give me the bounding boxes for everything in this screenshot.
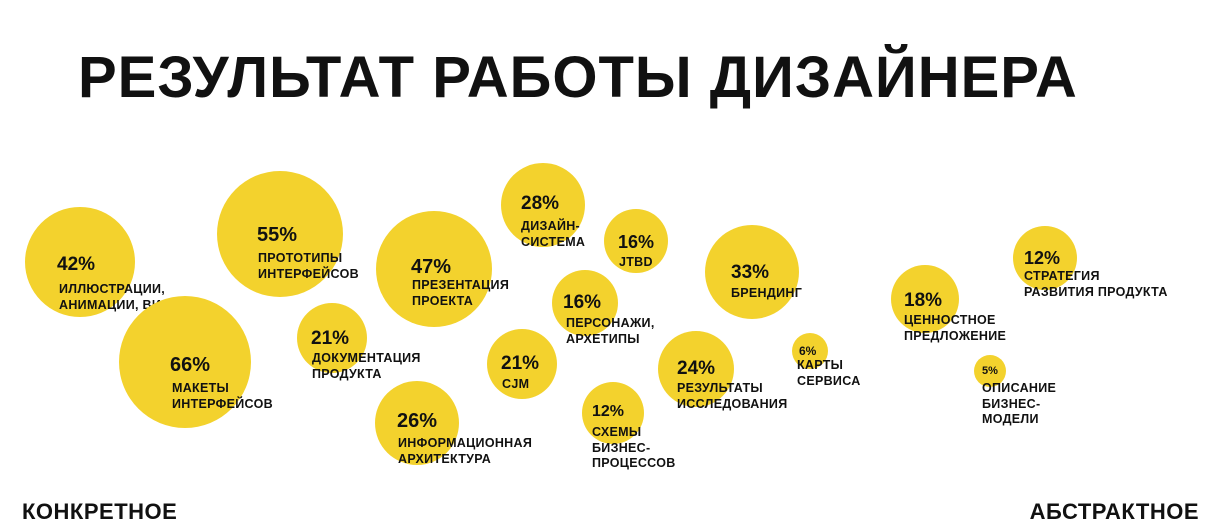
bubble-business-model (974, 355, 1006, 387)
bubble-label-prototypes: ПРОТОТИПЫ ИНТЕРФЕЙСОВ (258, 251, 359, 281)
bubble-documentation (297, 303, 367, 373)
bubble-research (658, 331, 734, 407)
bubble-label-presentation: ПРЕЗЕНТАЦИЯ ПРОЕКТА (412, 278, 510, 308)
bubble-value-research: 24% (677, 358, 716, 379)
bubble-label-mockups: МАКЕТЫ ИНТЕРФЕЙСОВ (172, 381, 273, 411)
bubble-label-research: РЕЗУЛЬТАТЫ ИССЛЕДОВАНИЯ (677, 381, 788, 411)
bubble-cjm (487, 329, 557, 399)
bubble-value-value-prop: 18% (904, 290, 943, 311)
bubble-label-branding: БРЕНДИНГ (731, 286, 803, 300)
bubble-label-documentation: ДОКУМЕНТАЦИЯ ПРОДУКТА (312, 351, 421, 381)
axis-right-label: АБСТРАКТНОЕ (1029, 499, 1199, 524)
bubble-jtbd (604, 209, 668, 273)
axis-left-label: КОНКРЕТНОЕ (22, 499, 178, 524)
bubble-label-design-system: ДИЗАЙН- СИСТЕМА (521, 219, 586, 249)
bubble-value-documentation: 21% (311, 328, 350, 349)
bubble-value-business-process: 12% (592, 403, 625, 420)
bubble-value-cjm: 21% (501, 353, 540, 374)
bubble-value-personas: 16% (563, 292, 602, 313)
bubble-prototypes (217, 171, 343, 297)
bubble-label-service-map: КАРТЫ СЕРВИСА (797, 358, 861, 388)
bubble-label-jtbd: JTBD (619, 255, 653, 269)
bubble-value-mockups: 66% (170, 354, 211, 376)
bubble-presentation (376, 211, 492, 327)
bubble-info-arch (375, 381, 459, 465)
bubble-branding (705, 225, 799, 319)
bubble-value-illustrations: 42% (57, 254, 96, 275)
bubble-value-branding: 33% (731, 262, 770, 283)
bubble-value-info-arch: 26% (397, 410, 438, 432)
bubble-value-business-model: 5% (982, 365, 998, 377)
bubble-value-service-map: 6% (799, 344, 817, 358)
bubble-service-map (792, 333, 828, 369)
bubble-value-presentation: 47% (411, 256, 452, 278)
bubble-value-product-strategy: 12% (1024, 248, 1061, 268)
bubble-mockups (119, 296, 251, 428)
bubble-value-prop (891, 265, 959, 333)
bubble-label-business-model: ОПИСАНИЕ БИЗНЕС- МОДЕЛИ (982, 381, 1057, 427)
bubble-value-jtbd: 16% (618, 232, 655, 252)
page-title: РЕЗУЛЬТАТ РАБОТЫ ДИЗАЙНЕРА (78, 45, 1078, 110)
bubble-label-info-arch: ИНФОРМАЦИОННАЯ АРХИТЕКТУРА (398, 436, 533, 466)
bubble-business-process (582, 382, 644, 444)
bubble-value-prototypes: 55% (257, 224, 298, 246)
bubble-value-design-system: 28% (521, 193, 560, 214)
bubble-label-value-prop: ЦЕННОСТНОЕ ПРЕДЛОЖЕНИЕ (904, 313, 1007, 343)
bubble-design-system (501, 163, 585, 247)
bubble-product-strategy (1013, 226, 1077, 290)
bubble-personas (552, 270, 618, 336)
bubble-label-product-strategy: СТРАТЕГИЯ РАЗВИТИЯ ПРОДУКТА (1024, 269, 1168, 299)
bubble-illustrations (25, 207, 135, 317)
bubble-label-cjm: CJM (502, 377, 530, 391)
bubble-label-personas: ПЕРСОНАЖИ, АРХЕТИПЫ (566, 316, 655, 346)
bubble-label-business-process: СХЕМЫ БИЗНЕС- ПРОЦЕССОВ (592, 425, 676, 471)
